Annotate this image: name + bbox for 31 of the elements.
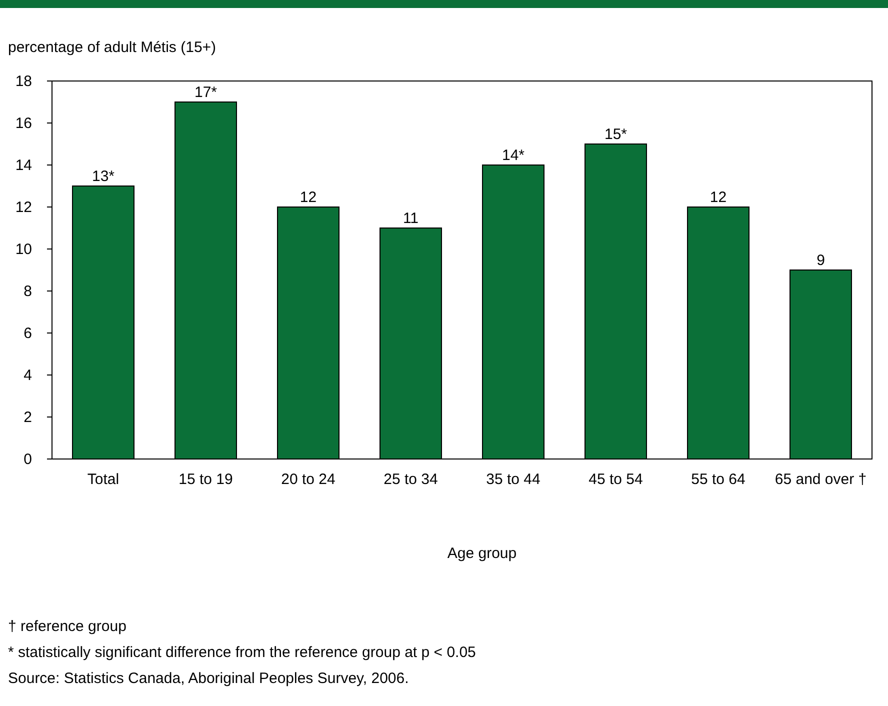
data-label: 14* — [502, 147, 525, 164]
y-tick-label: 4 — [24, 367, 32, 384]
data-label: 17* — [194, 84, 218, 101]
y-tick-label: 14 — [15, 157, 32, 174]
text: † reference group — [8, 618, 126, 635]
y-tick-label: 18 — [15, 73, 32, 90]
data-label: 9 — [816, 252, 825, 269]
data-label: 12 — [710, 189, 727, 206]
x-tick-label: 20 to 24 — [281, 471, 336, 488]
data-label: 13* — [92, 168, 115, 185]
y-tick-label: 0 — [24, 451, 32, 468]
y-tick-label: 2 — [24, 409, 32, 426]
y-tick-label: 6 — [24, 325, 32, 342]
y-tick-label: 10 — [15, 241, 32, 258]
x-tick-label: 45 to 54 — [588, 471, 643, 488]
y-axis-title: percentage of adult Métis (15+) — [8, 39, 216, 56]
source-note: Source: Statistics Canada, Aboriginal Peoples Survey, 2006. — [8, 670, 409, 687]
y-tick-label: 12 — [15, 199, 32, 216]
y-tick-label: 8 — [24, 283, 32, 300]
x-tick-label: 35 to 44 — [486, 471, 540, 488]
y-tick-label: 16 — [15, 115, 32, 132]
data-label: 11 — [402, 210, 419, 227]
x-tick-label: 25 to 34 — [384, 471, 438, 488]
data-label: 12 — [300, 189, 317, 206]
x-tick-label: Total — [87, 471, 120, 488]
data-label: 15* — [604, 126, 628, 143]
x-tick-label: 55 to 64 — [691, 471, 746, 488]
x-axis-title: Age group — [447, 545, 517, 562]
x-tick-label: 15 to 19 — [178, 471, 233, 488]
text: * statistically significant difference from the reference group at p < 0.05 — [8, 644, 476, 661]
x-tick-label: 65 and over † — [774, 471, 867, 488]
